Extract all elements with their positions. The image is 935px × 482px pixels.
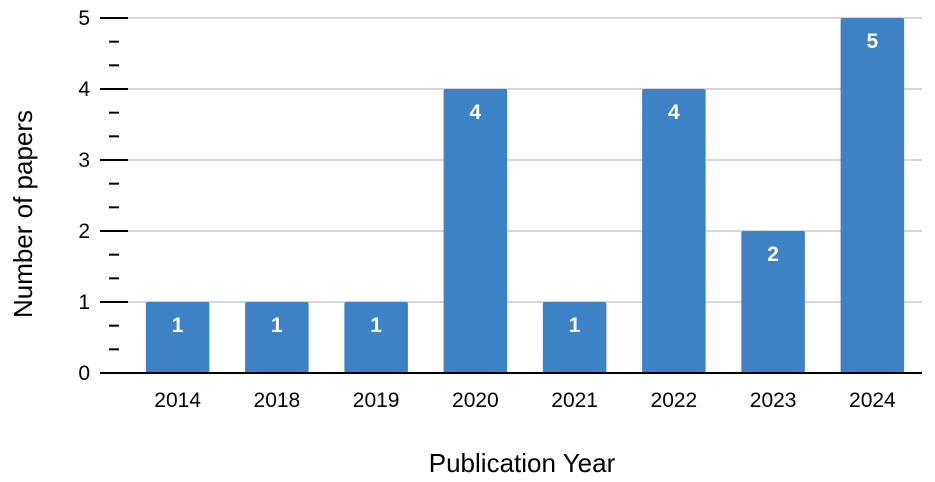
y-axis-title: Number of papers xyxy=(8,110,38,318)
labels: 0 1 2 3 4 5 1 2014 1 2018 1 2019 4 2020 1 2021 4 2022 2 202… xyxy=(78,7,896,412)
bar-2018 xyxy=(245,302,309,373)
x-tick-label-2014: 2014 xyxy=(154,389,201,412)
x-tick-label-2019: 2019 xyxy=(353,389,400,412)
bar-2022 xyxy=(642,89,706,373)
data-label-2024: 5 xyxy=(867,30,879,53)
bar-2024 xyxy=(840,18,905,373)
data-label-2020: 4 xyxy=(470,101,482,124)
y-tick-label: 5 xyxy=(78,7,90,30)
bar-2023 xyxy=(741,231,805,373)
bar-2014 xyxy=(145,302,210,373)
bar-2020 xyxy=(443,89,508,373)
x-tick-label-2022: 2022 xyxy=(651,389,698,412)
x-tick-label-2023: 2023 xyxy=(750,389,797,412)
y-tick-label: 1 xyxy=(78,291,90,314)
data-label-2014: 1 xyxy=(172,314,184,337)
data-label-2021: 1 xyxy=(569,314,581,337)
y-tick-label: 3 xyxy=(78,149,90,172)
y-tick-label: 0 xyxy=(78,362,90,385)
x-tick-label-2020: 2020 xyxy=(452,389,499,412)
x-tick-label-2021: 2021 xyxy=(551,389,598,412)
x-tick-label-2018: 2018 xyxy=(254,389,301,412)
data-label-2019: 1 xyxy=(370,314,382,337)
data-label-2018: 1 xyxy=(271,314,283,337)
x-axis-title: Publication Year xyxy=(429,448,616,478)
data-label-2022: 4 xyxy=(668,101,680,124)
bar-2021 xyxy=(542,302,607,373)
bar-2019 xyxy=(344,302,408,373)
bars xyxy=(145,18,905,373)
axes xyxy=(100,17,922,374)
x-tick-label-2024: 2024 xyxy=(849,389,896,412)
y-tick-label: 4 xyxy=(78,78,90,101)
data-label-2023: 2 xyxy=(767,243,779,266)
y-tick-label: 2 xyxy=(78,220,90,243)
